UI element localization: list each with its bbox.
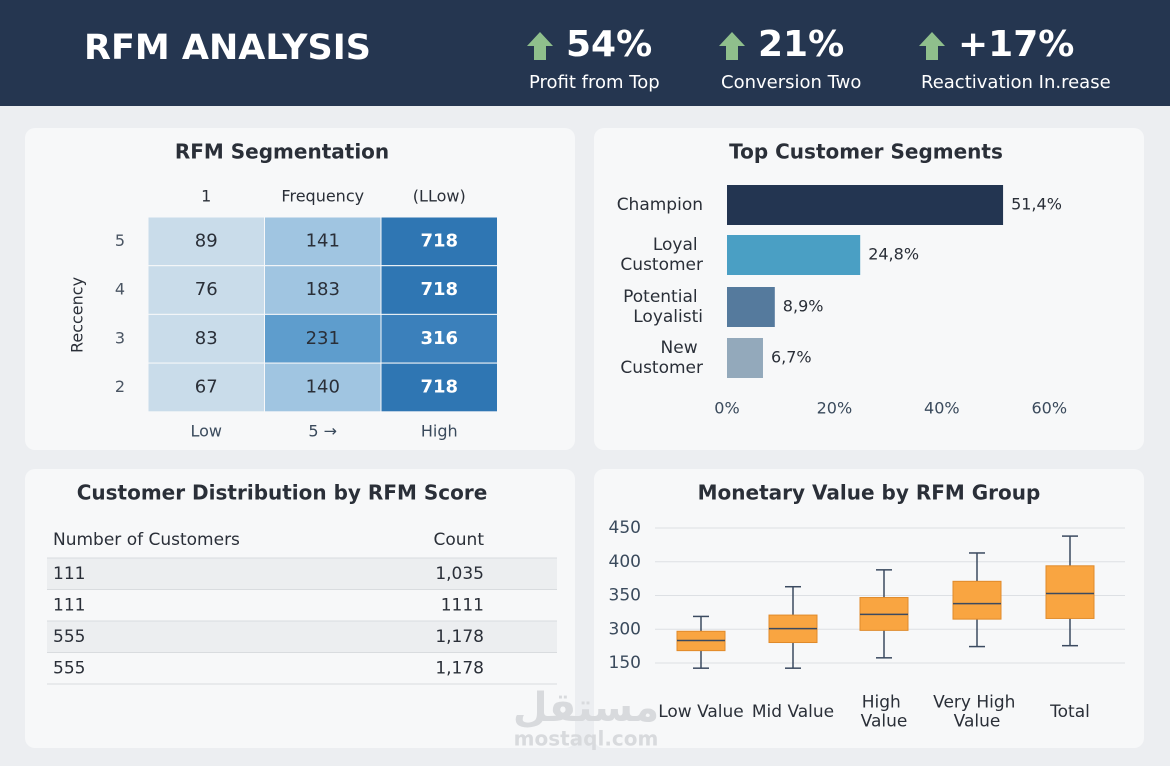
value-label: 6,7%	[771, 348, 812, 367]
row-label: 3	[115, 328, 125, 347]
row-label: 2	[115, 377, 125, 396]
heatmap-cell	[147, 313, 265, 364]
kpi-arrow	[919, 32, 945, 60]
heatmap-cell	[147, 362, 265, 413]
table-row	[47, 558, 557, 590]
row-label: 5	[115, 231, 125, 250]
watermark: مستقل	[513, 685, 659, 731]
table-cell: 1111	[441, 596, 484, 616]
table-title: Customer Distribution by RFM Score	[77, 481, 488, 505]
table-cell: 111	[53, 596, 85, 616]
header-bar	[0, 0, 1170, 106]
kpi-label: Conversion Two	[721, 72, 861, 93]
table-cell: 111	[53, 564, 85, 584]
kpi-arrow	[527, 32, 553, 60]
x-tick-label: Mid Value	[752, 702, 834, 722]
box	[952, 580, 1002, 620]
x-tick-label: High Value	[861, 693, 908, 732]
cell-label: 718	[420, 230, 458, 251]
chart-title: Top Customer Segments	[729, 140, 1003, 164]
chart-title: Monetary Value by RFM Group	[698, 481, 1041, 505]
table-cell: 1,178	[435, 627, 484, 647]
table-cell: 555	[53, 627, 85, 647]
x-tick-label: Very High Value	[933, 693, 1021, 732]
column-label: 5 →	[308, 422, 337, 441]
kpi-arrow	[719, 32, 745, 60]
value-label: 8,9%	[783, 297, 824, 316]
x-tick-label: Total	[1049, 702, 1090, 722]
cell-label: 140	[306, 376, 340, 397]
y-tick-label: 350	[609, 586, 641, 606]
kpi-value: +17%	[958, 24, 1074, 65]
kpi-value: 21%	[758, 24, 844, 65]
bar	[727, 338, 763, 378]
cell-label: 718	[420, 376, 458, 397]
cell-label: 718	[420, 279, 458, 300]
column-label: 1	[201, 187, 211, 206]
heatmap-cell	[147, 216, 265, 267]
row-label: 4	[115, 280, 125, 299]
heatmap-cell	[264, 265, 382, 315]
table-row	[47, 652, 557, 684]
heatmap-cell	[380, 265, 498, 315]
kpi-label: Reactivation In.rease	[921, 72, 1111, 93]
heatmap-cell	[264, 216, 382, 267]
column-label: Low	[190, 422, 222, 441]
x-tick-label: 40%	[924, 399, 960, 418]
table-header: Count	[434, 530, 485, 550]
cell-label: 76	[195, 279, 218, 300]
kpi-label: Profit from Top	[529, 72, 660, 93]
x-tick-label: 20%	[817, 399, 853, 418]
x-tick-label: 60%	[1031, 399, 1067, 418]
column-label: High	[421, 422, 458, 441]
chart-title: RFM Segmentation	[175, 140, 389, 164]
header-title: RFM ANALYSIS	[84, 28, 371, 68]
cell-label: 316	[420, 328, 458, 349]
x-tick-label: Low Value	[658, 702, 744, 722]
heatmap-cell	[264, 313, 382, 364]
category-label: Champion	[617, 195, 703, 215]
cell-label: 89	[195, 230, 218, 251]
y-axis-title: Reccency	[68, 277, 87, 353]
y-tick-label: 450	[609, 518, 641, 538]
heatmap-cell	[380, 362, 498, 413]
bar	[727, 185, 1004, 225]
heatmap-cell	[380, 313, 498, 364]
category-label: Potential Loyalisti	[623, 287, 703, 327]
cell-label: 183	[306, 279, 340, 300]
value-label: 24,8%	[868, 245, 919, 264]
y-tick-label: 300	[609, 619, 641, 639]
category-label: New Customer	[620, 338, 703, 378]
table-cell: 1,178	[435, 659, 484, 679]
column-label: (LLow)	[413, 187, 466, 206]
column-label: Frequency	[281, 187, 364, 206]
table-header: Number of Customers	[53, 530, 240, 550]
x-tick-label: 0%	[714, 399, 739, 418]
watermark: mostaql.com	[514, 727, 659, 751]
y-tick-label: 400	[609, 552, 641, 572]
heatmap-cell	[380, 216, 498, 267]
category-label: Loyal Customer	[620, 235, 703, 275]
table-row	[47, 621, 557, 653]
cell-label: 141	[306, 230, 340, 251]
table-row	[47, 589, 557, 621]
table-cell: 1,035	[435, 564, 484, 584]
heatmap-cell	[147, 265, 265, 315]
value-label: 51,4%	[1011, 195, 1062, 214]
y-tick-label: 150	[609, 653, 641, 673]
box	[1045, 565, 1095, 619]
cell-label: 231	[306, 328, 340, 349]
table-cell: 555	[53, 659, 85, 679]
cell-label: 83	[195, 328, 218, 349]
cell-label: 67	[195, 376, 218, 397]
heatmap-cell	[264, 362, 382, 413]
bar	[727, 235, 861, 275]
kpi-value: 54%	[566, 24, 652, 65]
bar	[727, 287, 775, 327]
